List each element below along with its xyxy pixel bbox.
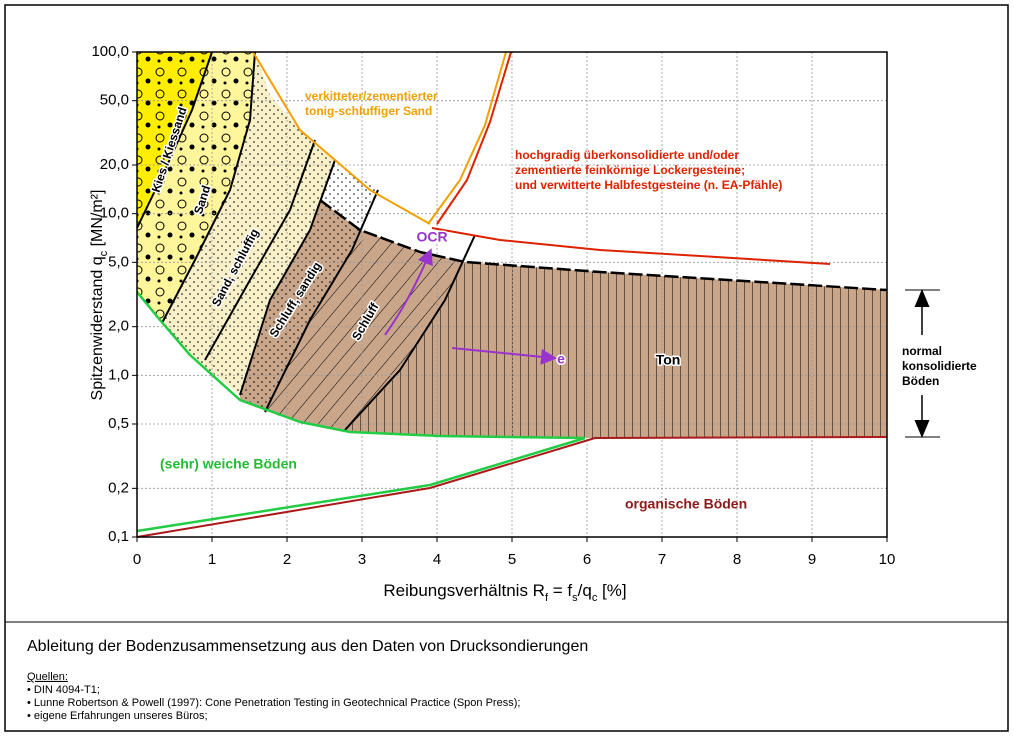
y-tick-label: 0,2	[108, 479, 129, 496]
boundary-green	[136, 436, 586, 533]
zone-label: tonig-schluffiger Sand	[305, 104, 432, 118]
boundary	[239, 159, 336, 396]
zone-label: zementierte feinkörnige Lockergesteine;	[515, 163, 745, 177]
y-tick-label: 5,0	[108, 253, 129, 270]
boundary-curves	[136, 51, 940, 538]
y-tick-label: 50,0	[100, 92, 129, 109]
fine-pattern	[162, 52, 378, 412]
ocr-arrow	[384, 248, 433, 336]
x-tick-label: 0	[133, 551, 141, 568]
boundary-orange	[252, 51, 431, 225]
y-label-part: Spitzenwiderstand q	[89, 256, 106, 400]
zone-label: hochgradig überkonsolidierte und/oder	[515, 148, 739, 162]
y-label-part: [MN/m²]	[89, 190, 106, 251]
y-tick-label: 1,0	[108, 366, 129, 383]
zone-label: organische Böden	[625, 496, 747, 512]
source-item: • Lunne Robertson & Powell (1997): Cone …	[27, 697, 520, 709]
x-label-part: [%]	[597, 581, 626, 600]
source-item: • DIN 4094-T1;	[27, 684, 100, 696]
x-tick-label: 7	[658, 551, 666, 568]
boundary	[136, 51, 213, 229]
y-label-part: c	[98, 250, 110, 256]
boundary-red	[136, 436, 888, 538]
y-tick-label: 2,0	[108, 318, 129, 335]
x-tick-label: 6	[583, 551, 591, 568]
x-tick-label: 2	[283, 551, 291, 568]
y-tick-label: 10,0	[100, 205, 129, 222]
x-label-part: c	[592, 592, 598, 604]
x-tick-label: 1	[208, 551, 216, 568]
boundary	[264, 189, 379, 413]
source-item: • eigene Erfahrungen unseres Büros;	[27, 710, 208, 722]
x-axis-label: Reibungsverhältnis Rf = fs/qc [%]	[383, 581, 626, 603]
zone-label: verkitteter/zementierter	[305, 89, 438, 103]
zone-fills	[137, 52, 887, 438]
x-label-part: /q	[578, 581, 592, 600]
x-tick-label: 4	[433, 551, 441, 568]
boundary	[344, 234, 476, 431]
x-tick-label: 10	[879, 551, 896, 568]
x-label-part: Reibungsverhältnis R	[383, 581, 545, 600]
x-tick-label: 3	[358, 551, 366, 568]
zone-label: Ton	[656, 352, 681, 368]
x-label-part: = f	[548, 581, 572, 600]
x-label-part: s	[572, 592, 578, 604]
x-tick-label: 8	[733, 551, 741, 568]
y-tick-label: 0,5	[108, 415, 129, 432]
zone-label: Böden	[902, 374, 939, 388]
kies-pattern	[137, 52, 255, 323]
boundary-dashed	[319, 199, 888, 292]
y-tick-label: 20,0	[100, 156, 129, 173]
x-tick-label: 9	[808, 551, 816, 568]
y-tick-label: 100,0	[91, 43, 129, 60]
ton-pattern	[345, 262, 887, 438]
boundary	[204, 139, 316, 361]
frame	[4, 4, 1009, 732]
zone-label: und verwitterte Halbfestgesteine (n. EA-…	[515, 178, 782, 192]
zone-label: e	[557, 351, 565, 367]
schluff-pattern	[265, 232, 465, 430]
caption: Ableitung der Bodenzusammensetzung aus d…	[27, 638, 588, 655]
boundary-green	[136, 291, 586, 440]
y-tick-label: 0,1	[108, 528, 129, 545]
boundary-red	[436, 51, 512, 225]
zone-label: (sehr) weiche Böden	[160, 456, 297, 472]
x-label-part: f	[545, 592, 549, 604]
zone-label: konsolidierte	[902, 359, 977, 373]
boundary-red	[431, 227, 831, 265]
boundary	[161, 51, 256, 324]
zone-label: normal	[902, 344, 942, 358]
y-axis-label: Spitzenwiderstand qc [MN/m²]	[89, 190, 110, 401]
boundary-orange	[427, 51, 507, 225]
x-tick-label: 5	[508, 551, 516, 568]
zone-label: OCR	[416, 229, 447, 245]
e-arrow	[451, 347, 557, 365]
sources-title: Quellen:	[27, 671, 68, 683]
